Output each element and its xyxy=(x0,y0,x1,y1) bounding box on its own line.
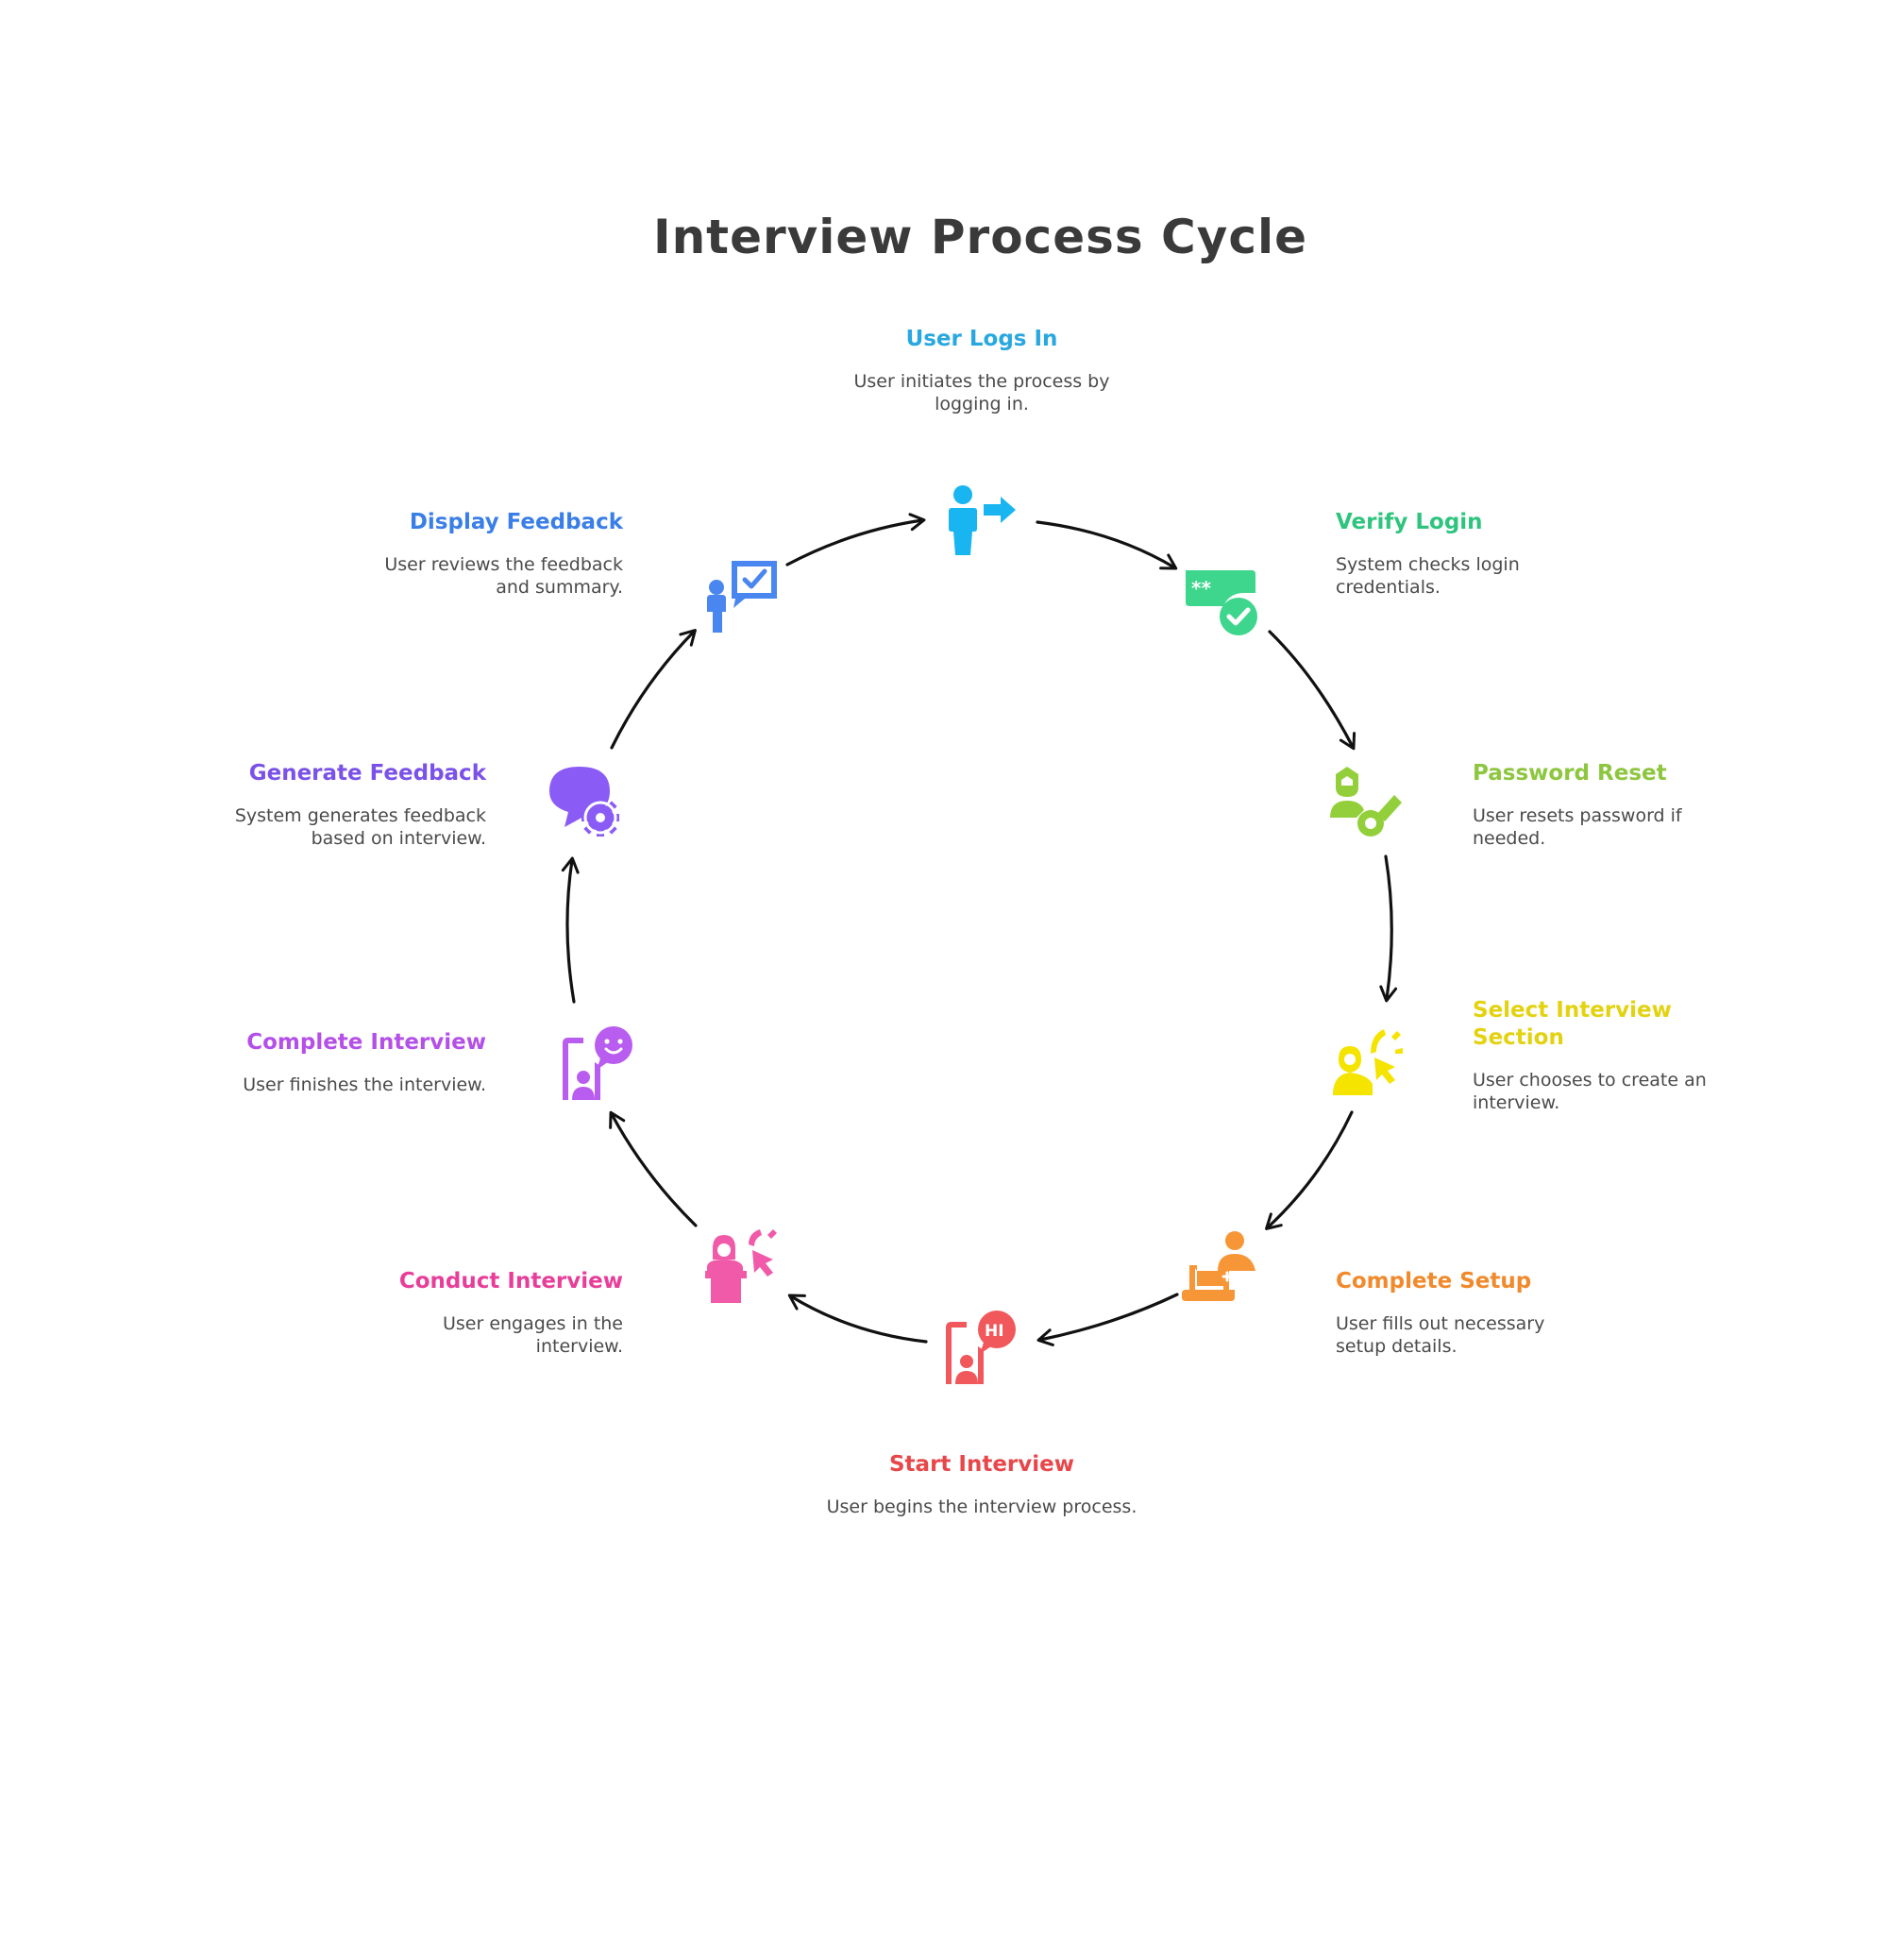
step-description: User begins the interview process. xyxy=(826,1497,1137,1517)
step-complete-interview: Complete Interview User finishes the int… xyxy=(217,1029,486,1096)
arrow-login-to-verify xyxy=(1036,520,1178,570)
step-title: Password Reset xyxy=(1473,761,1667,786)
step-description: User fills out necessary setup details. xyxy=(1336,1313,1545,1357)
step-select-interview-section: Select Interview Section User chooses to… xyxy=(1473,997,1746,1114)
user-checkmark-board-icon xyxy=(703,557,779,633)
step-title: Generate Feedback xyxy=(248,761,486,786)
step-title: Complete Setup xyxy=(1336,1269,1532,1294)
step-title: Conduct Interview xyxy=(398,1269,623,1294)
step-title: Display Feedback xyxy=(409,510,623,534)
step-complete-setup: Complete Setup User fills out necessary … xyxy=(1336,1268,1581,1358)
arrow-setup-to-start xyxy=(1036,1293,1179,1346)
hi-speech-icon: HI xyxy=(942,1309,1018,1384)
page-title: Interview Process Cycle xyxy=(652,210,1308,264)
arrow-display-to-login xyxy=(785,513,926,567)
step-title: Verify Login xyxy=(1336,510,1483,534)
step-description: User finishes the interview. xyxy=(243,1074,486,1095)
step-description: User engages in the interview. xyxy=(442,1313,623,1357)
step-start-interview: Start Interview User begins the intervie… xyxy=(821,1451,1142,1518)
step-verify-login: Verify Login System checks login credent… xyxy=(1336,509,1581,599)
step-title: Start Interview xyxy=(888,1452,1075,1477)
step-description: User reviews the feedback and summary. xyxy=(384,554,623,598)
step-generate-feedback: Generate Feedback System generates feedb… xyxy=(203,760,486,850)
step-user-logs-in: User Logs In User initiates the process … xyxy=(821,326,1142,415)
svg-text:HI: HI xyxy=(985,1322,1004,1341)
arrow-start-to-conduct xyxy=(787,1294,928,1344)
arrow-select-to-setup xyxy=(1265,1110,1354,1230)
step-password-reset: Password Reset User resets password if n… xyxy=(1473,760,1718,850)
step-description: System checks login credentials. xyxy=(1336,554,1520,598)
user-key-icon xyxy=(1326,765,1402,840)
step-description: User chooses to create an interview. xyxy=(1473,1070,1707,1113)
arrow-verify-to-reset xyxy=(1268,630,1356,751)
arrow-complete-to-generate xyxy=(561,856,580,1004)
step-title: Select Interview Section xyxy=(1473,998,1672,1050)
step-title: User Logs In xyxy=(905,327,1058,351)
svg-text:**: ** xyxy=(1191,577,1211,600)
step-description: System generates feedback based on inter… xyxy=(234,805,486,849)
arrow-conduct-to-complete xyxy=(609,1110,698,1227)
arrow-generate-to-display xyxy=(610,629,697,750)
credential-check-icon: ** xyxy=(1182,565,1257,640)
user-pointer-icon xyxy=(1329,1020,1405,1095)
chat-gear-icon xyxy=(548,765,623,840)
step-description: User resets password if needed. xyxy=(1473,805,1682,849)
user-login-icon xyxy=(942,482,1018,557)
user-laptop-icon xyxy=(1182,1227,1257,1303)
step-title: Complete Interview xyxy=(246,1030,486,1055)
arrow-reset-to-select xyxy=(1379,854,1398,1003)
smiley-speech-icon xyxy=(559,1024,634,1100)
step-conduct-interview: Conduct Interview User engages in the in… xyxy=(378,1268,623,1358)
step-description: User initiates the process by logging in… xyxy=(853,371,1110,414)
speaker-podium-icon xyxy=(703,1227,779,1303)
step-display-feedback: Display Feedback User reviews the feedba… xyxy=(349,509,623,599)
